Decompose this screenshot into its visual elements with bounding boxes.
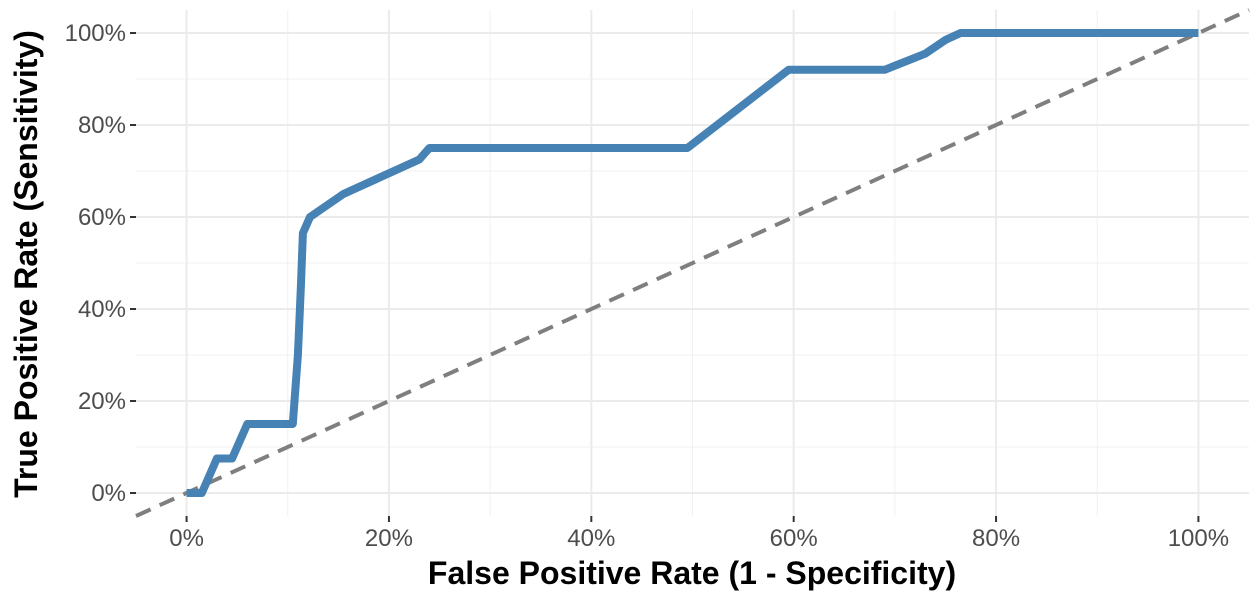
x-axis-title: False Positive Rate (1 - Specificity) [428, 555, 956, 591]
y-tick-labels: 0% 20% 40% 60% 80% 100% [65, 20, 126, 507]
roc-series [186, 29, 1199, 497]
y-axis-title: True Positive Rate (Sensitivity) [8, 30, 44, 498]
axis-ticks [130, 32, 1200, 522]
x-tick-label: 80% [972, 525, 1020, 552]
x-tick-label: 100% [1168, 525, 1229, 552]
y-tick-label: 40% [78, 296, 126, 323]
y-tick-label: 80% [78, 112, 126, 139]
roc-curve-line [186, 29, 1199, 497]
y-tick-label: 100% [65, 20, 126, 47]
x-tick-labels: 0% 20% 40% 60% 80% 100% [169, 525, 1229, 552]
y-tick-label: 20% [78, 388, 126, 415]
y-tick-label: 60% [78, 204, 126, 231]
minor-gridlines [136, 10, 1249, 516]
x-tick-label: 60% [770, 525, 818, 552]
y-tick-label: 0% [91, 480, 126, 507]
reference-diagonal [135, 8, 1250, 518]
x-tick-label: 20% [365, 525, 413, 552]
reference-line [135, 8, 1250, 518]
x-tick-label: 0% [169, 525, 204, 552]
x-tick-label: 40% [567, 525, 615, 552]
